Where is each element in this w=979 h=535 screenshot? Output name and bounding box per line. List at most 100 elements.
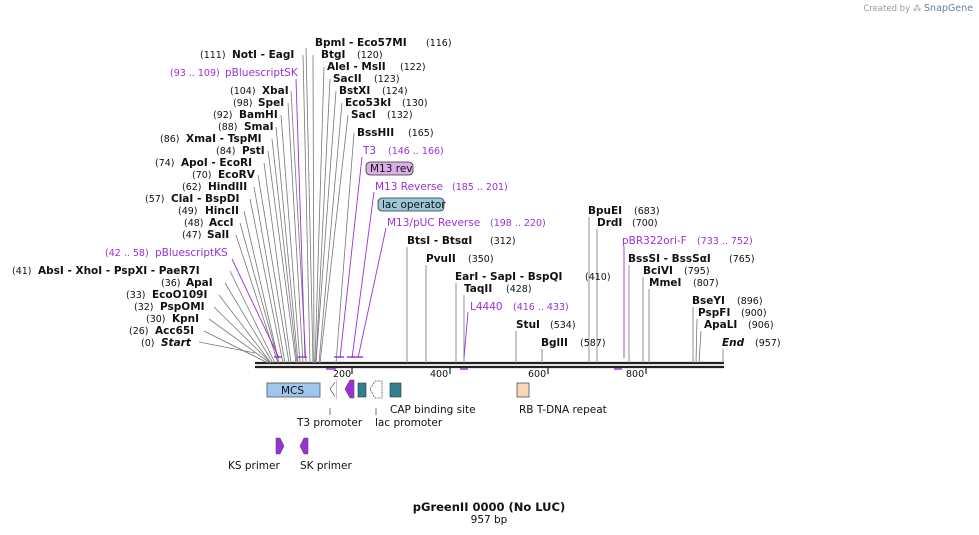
connector-saci [319,114,349,364]
site-bpuei: BpuEI [588,205,622,217]
connector-btgi [312,54,315,364]
site-sacii-pos: (123) [374,74,400,85]
site-smai-pos: (88) [218,122,238,133]
site-pspfi: PspFI [698,307,730,319]
site-bsssi-pos: (765) [729,254,755,265]
site-bamhi-pos: (92) [213,110,233,121]
connector-bsshii [335,132,355,364]
site-bsssi: BssSI - BssSαI [628,253,711,265]
site-sali: SalI [207,229,229,241]
site-spei: SpeI [258,97,284,109]
site-bseyi-pos: (896) [737,296,763,307]
rb-repeat-feature [516,382,530,398]
primer-m13puc-range: (198 .. 220) [490,218,546,229]
connector-clai [249,198,284,364]
site-spei-pos: (98) [233,98,253,109]
connector-absi [229,270,276,364]
primer-pbluescriptsk: pBluescriptSK [225,67,299,79]
cap-binding-label: CAP binding site [390,404,476,416]
tick-label-600: 600 [528,369,546,380]
connector-pbluescriptsk [295,78,306,359]
site-kpni: KpnI [172,313,199,325]
connector-kpni [208,318,271,364]
primer-pbluescriptks: pBluescriptKS [155,247,228,259]
site-ecoo109i: EcoO109I [152,289,207,301]
primer-l4440-range: (416 .. 433) [513,302,569,313]
site-mmei: MmeI [649,277,681,289]
site-btgi: BtgI [321,49,345,61]
connector-bstxi [315,90,337,364]
primer-pbluescriptsk-range: (93 .. 109) [170,68,220,79]
site-bsshii-pos: (165) [408,128,434,139]
site-ecorv-pos: (70) [192,170,212,181]
connector-ecoo109i [218,294,272,364]
site-clai: ClaI - BspDI [171,193,239,205]
connector-pbluescriptks [231,258,280,359]
site-saci: SacI [351,109,376,121]
site-bseyi: BseYI [692,295,725,307]
site-ecorv: EcoRV [218,169,256,181]
ruler: 200 400 600 800 [333,367,647,380]
site-end: End [722,337,745,349]
site-mmei-pos: (807) [693,278,719,289]
tick-label-200: 200 [333,369,351,380]
site-noti: NotI - EagI [232,49,294,61]
site-hindiii: HindIII [208,181,247,193]
lac-operator-box [377,197,445,212]
lac-promoter-label: lac promoter [375,417,443,429]
primer-m13rev: M13 rev [370,163,413,175]
connector-noti [302,54,311,364]
sk-primer-label: SK primer [300,460,352,472]
connector-m13puc [357,227,387,359]
site-ecoo109i-pos: (33) [126,290,146,301]
lac-operator-feature [389,382,402,398]
site-drdi-pos: (700) [632,218,658,229]
connector-l4440 [463,311,469,359]
sk-primer-arrow [299,437,309,455]
site-acc65i: Acc65I [155,325,194,337]
rb-repeat-label: RB T-DNA repeat [519,404,607,416]
site-xmai: XmaI - TspMI [186,133,262,145]
site-kpni-pos: (30) [146,314,166,325]
site-bstxi: BstXI [339,85,370,97]
connector-hincii [243,210,280,364]
site-apoi-pos: (74) [155,158,175,169]
site-drdi: DrdI [597,217,622,229]
mcs-feature [266,382,321,398]
primer-ticks [274,356,622,370]
primer-t3-range: (146 .. 166) [388,146,444,157]
site-stui: StuI [516,319,540,331]
cap-binding-feature [357,382,367,398]
site-acc65i-pos: (26) [129,326,149,337]
site-clai-pos: (57) [145,194,165,205]
connector-m13reverse [351,191,375,359]
site-psti-pos: (84) [216,146,236,157]
site-apai-pos: (36) [161,278,181,289]
lac-promoter-arrow [369,380,383,399]
brand-prefix: Created by [863,4,911,14]
connector-pspomi [213,306,272,364]
connector-apai [224,282,274,364]
site-bcivi-pos: (795) [684,266,710,277]
connector-apali [698,330,702,364]
site-eari: EarI - SapI - BspQI [455,271,562,283]
t3-promoter-label: T3 promoter [296,417,363,429]
site-pvuii-pos: (350) [468,254,494,265]
site-smai: SmaI [244,121,274,133]
site-btsi: BtsI - BtsαI [407,235,472,247]
primer-lac-operator: lac operator [382,199,446,211]
primer-m13reverse: M13 Reverse [375,181,443,193]
site-end-pos: (957) [755,338,781,349]
site-eco53ki: Eco53kI [345,97,391,109]
site-stui-pos: (534) [550,320,576,331]
connector-bamhi [280,114,301,364]
site-bglii: BglII [541,337,568,349]
site-connectors [198,47,724,364]
connector-acc65i [203,330,269,364]
primer-labels: (93 .. 109) pBluescriptSK T3 (146 .. 166… [105,67,753,313]
connector-xmai [271,138,298,364]
plasmid-title: pGreenII 0000 (No LUC) [413,500,565,514]
primer-connectors [231,78,625,359]
site-noti-pos: (111) [200,50,226,61]
site-acci-pos: (48) [184,218,204,229]
